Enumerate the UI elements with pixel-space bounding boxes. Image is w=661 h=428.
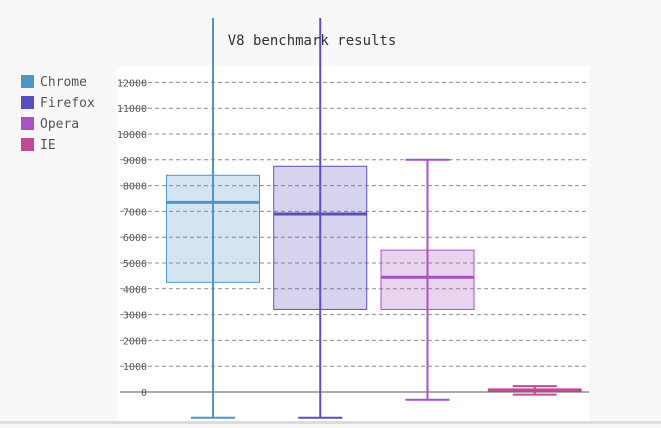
legend-label: IE <box>40 138 56 153</box>
legend-label: Chrome <box>40 75 87 90</box>
y-tick-label: 1000 <box>123 362 147 373</box>
legend-label: Firefox <box>40 96 95 111</box>
box-series-opera <box>380 158 475 401</box>
chart-title: V8 benchmark results <box>228 33 397 49</box>
legend-item-ie[interactable]: IE <box>21 138 56 153</box>
bottom-border <box>0 421 661 424</box>
box <box>380 249 475 310</box>
legend-item-firefox[interactable]: Firefox <box>21 96 95 111</box>
y-tick-label: 0 <box>141 388 147 399</box>
legend-swatch <box>21 96 34 109</box>
y-tick-label: 9000 <box>123 156 147 167</box>
y-tick-label: 11000 <box>117 104 147 115</box>
box-series-chrome <box>166 18 260 419</box>
y-tick-labels: 0 1000 2000 3000 4000 5000 6000 7000 8000 9000 100… <box>117 78 147 399</box>
legend-swatch <box>21 75 34 88</box>
y-tick-label: 6000 <box>123 233 147 244</box>
y-tick-label: 3000 <box>123 311 147 322</box>
box-layer <box>166 18 582 419</box>
y-tick-label: 7000 <box>123 207 147 218</box>
plot-background <box>117 66 589 422</box>
legend-item-opera[interactable]: Opera <box>21 117 79 132</box>
legend: Chrome Firefox Opera IE <box>21 75 95 153</box>
box-series-ie <box>487 385 582 396</box>
box <box>166 174 260 283</box>
grid-layer <box>120 81 589 393</box>
y-tick-label: 10000 <box>117 130 147 141</box>
legend-label: Opera <box>40 117 79 132</box>
y-tick-label: 12000 <box>117 78 147 89</box>
legend-item-chrome[interactable]: Chrome <box>21 75 87 90</box>
y-tick-label: 4000 <box>123 285 147 296</box>
legend-swatch <box>21 117 34 130</box>
box <box>273 165 368 310</box>
y-tick-label: 2000 <box>123 336 147 347</box>
box-series-firefox <box>273 18 368 419</box>
y-tick-label: 8000 <box>123 182 147 193</box>
y-tick-label: 5000 <box>123 259 147 270</box>
legend-swatch <box>21 138 34 151</box>
